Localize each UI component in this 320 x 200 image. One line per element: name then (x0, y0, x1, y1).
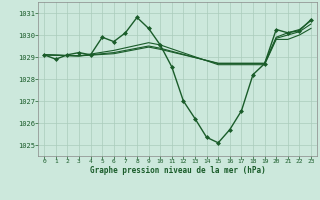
X-axis label: Graphe pression niveau de la mer (hPa): Graphe pression niveau de la mer (hPa) (90, 166, 266, 175)
